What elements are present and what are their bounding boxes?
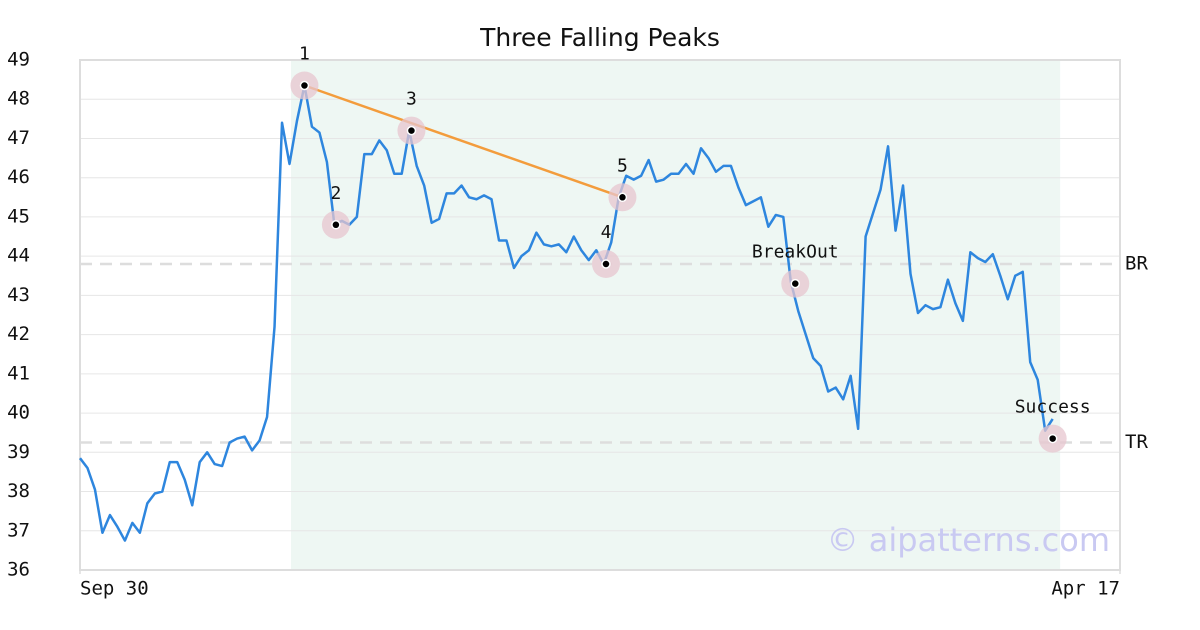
- y-tick-label: 37: [7, 519, 30, 541]
- y-tick-label: 41: [7, 362, 30, 384]
- y-tick-label: 43: [7, 284, 30, 306]
- annotation-dot: [601, 259, 611, 269]
- reference-label: TR: [1125, 431, 1148, 453]
- annotation-label: 1: [299, 44, 310, 65]
- y-tick-label: 39: [7, 441, 30, 463]
- x-tick-label: Sep 30: [80, 578, 149, 600]
- y-tick-label: 44: [7, 245, 30, 267]
- y-tick-label: 45: [7, 205, 30, 227]
- trendline: [304, 84, 623, 199]
- annotation-label: Success: [1015, 397, 1091, 418]
- watermark: © aipatterns.com: [827, 521, 1110, 559]
- annotation-label: 3: [406, 89, 417, 110]
- annotation-label: 4: [601, 222, 612, 243]
- annotation-label: 2: [330, 183, 341, 204]
- y-tick-label: 38: [7, 480, 30, 502]
- annotation-dot: [406, 125, 417, 136]
- y-tick-label: 49: [7, 49, 30, 71]
- annotation-label: BreakOut: [752, 242, 839, 263]
- price-line: [79, 84, 1054, 542]
- annotation-label: 5: [617, 155, 628, 176]
- y-tick-label: 46: [7, 166, 30, 188]
- plot-frame: [79, 59, 1121, 571]
- shaded-region: [290, 60, 1061, 570]
- annotation-dot: [790, 278, 801, 289]
- annotation-dot: [1047, 433, 1058, 444]
- y-tick-label: 36: [7, 559, 30, 581]
- y-tick-label: 40: [7, 402, 30, 424]
- annotation-dot: [331, 220, 341, 230]
- x-tick-label: Apr 17: [1051, 578, 1120, 600]
- y-tick-label: 48: [7, 88, 30, 110]
- annotation-dot: [299, 80, 310, 91]
- chart-title: Three Falling Peaks: [479, 23, 720, 52]
- y-tick-label: 47: [7, 127, 30, 149]
- annotation-dot: [617, 192, 628, 203]
- y-tick-label: 42: [7, 323, 30, 345]
- reference-label: BR: [1125, 253, 1148, 275]
